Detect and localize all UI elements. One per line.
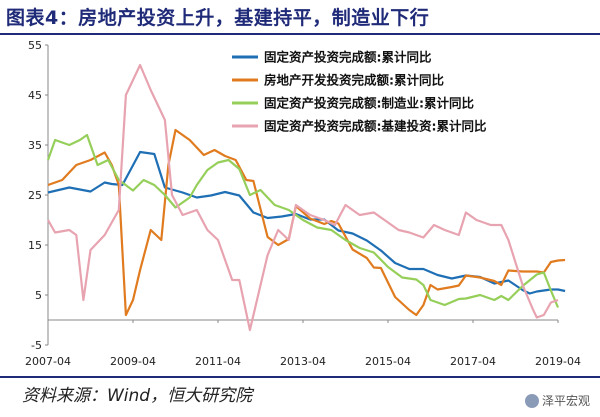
- title-rule: [0, 33, 600, 35]
- watermark: 泽平宏观: [524, 392, 590, 409]
- x-tick-label: 2013-04: [280, 355, 326, 368]
- legend-label-4: 固定资产投资完成额:基建投资:累计同比: [264, 119, 487, 134]
- x-tick-label: 2011-04: [195, 355, 241, 368]
- x-tick-label: 2017-04: [450, 355, 496, 368]
- x-tick-label: 2015-04: [365, 355, 411, 368]
- source-rule: [0, 376, 600, 378]
- y-tick-label: 35: [28, 139, 42, 152]
- y-tick-label: 55: [28, 39, 42, 52]
- x-tick-label: 2009-04: [110, 355, 156, 368]
- y-tick-label: 25: [28, 189, 42, 202]
- series-line-2: [47, 128, 566, 317]
- watermark-text: 泽平宏观: [541, 394, 590, 408]
- chart-source: 资料来源：Wind，恒大研究院: [22, 386, 253, 406]
- x-tick-label: 2007-04: [25, 355, 71, 368]
- chart-svg: -5 5 15 25 35 45 55 2007-04 2009-04 2011-04 2013-0…: [25, 39, 581, 368]
- y-tick-label: -5: [31, 339, 42, 352]
- y-tick-label: 45: [28, 89, 42, 102]
- y-tick-label: 15: [28, 239, 42, 252]
- legend-label-3: 固定资产投资完成额:制造业:累计同比: [264, 96, 474, 111]
- series-line-3: [46, 133, 560, 308]
- wechat-icon: [524, 393, 539, 408]
- chart-title: 图表4：房地产投资上升，基建持平，制造业下行: [6, 7, 430, 29]
- legend-label-2: 房地产开发投资完成额:累计同比: [264, 73, 444, 88]
- legend-label-1: 固定资产投资完成额:累计同比: [264, 50, 432, 65]
- y-tick-label: 5: [35, 289, 42, 302]
- series-line-4: [47, 63, 559, 332]
- x-tick-label: 2019-04: [535, 355, 581, 368]
